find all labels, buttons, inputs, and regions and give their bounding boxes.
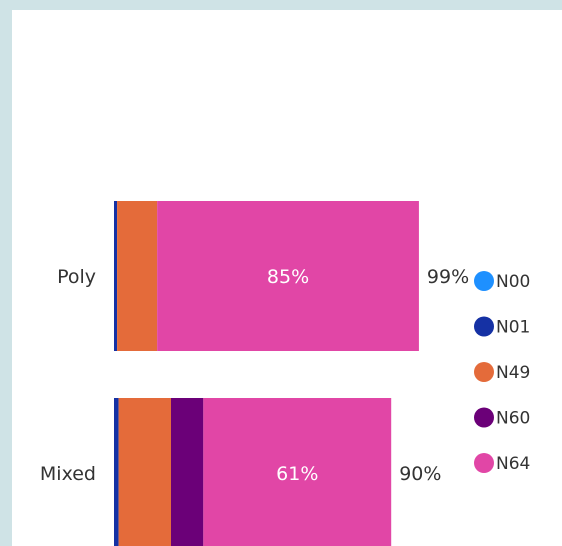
legend-marker-n49: [474, 362, 494, 382]
category-label: Mixed: [40, 463, 96, 485]
bar-segment-n64-poly[interactable]: [157, 201, 419, 351]
chart-panel: Poly 85% 99% Mixed 61% 90% N00 N01 N49 N60 N64: [12, 10, 562, 546]
legend-label-n60[interactable]: N60: [496, 409, 530, 429]
legend-marker-n00: [474, 271, 494, 291]
category-label: Poly: [57, 266, 96, 288]
total-label: 99%: [427, 266, 469, 288]
data-label: 85%: [267, 266, 309, 288]
legend-marker-n60: [474, 407, 494, 428]
bar-segment-n49-poly[interactable]: [117, 201, 158, 351]
bar-segment-n60-mixed[interactable]: [170, 398, 204, 546]
data-label: 61%: [276, 463, 318, 485]
legend-marker-n64: [474, 453, 494, 473]
legend-marker-n01: [474, 316, 494, 337]
total-label: 90%: [399, 463, 441, 485]
legend-label-n01[interactable]: N01: [496, 318, 530, 338]
bar-segment-n64-mixed[interactable]: [203, 398, 392, 546]
bar-segment-n49-mixed[interactable]: [118, 398, 171, 546]
legend-label-n64[interactable]: N64: [496, 454, 530, 474]
bar-segment-n01-poly[interactable]: [114, 201, 118, 351]
bar-segment-n01-mixed[interactable]: [114, 398, 119, 546]
stacked-bar-chart: Poly 85% 99% Mixed 61% 90% N00 N01 N49 N60 N64: [40, 201, 530, 546]
legend-label-n00[interactable]: N00: [496, 272, 530, 292]
legend-label-n49[interactable]: N49: [496, 363, 530, 383]
